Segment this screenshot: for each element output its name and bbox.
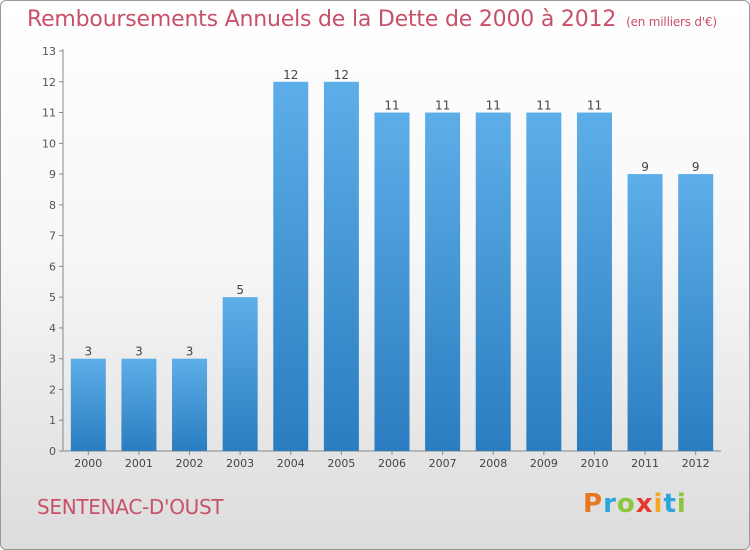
value-label-2000: 3: [84, 345, 92, 359]
proxiti-logo: Proxiti: [583, 489, 687, 519]
y-tick-label: 0: [49, 445, 56, 458]
logo-letter: o: [616, 489, 636, 519]
bars-group: 3 3 3 5 12 12 11 11 11 11 11 9 9: [70, 68, 714, 452]
y-tick-label: 5: [49, 291, 56, 304]
chart-unit: (en milliers d'€): [626, 15, 717, 29]
bar-2010: [576, 112, 612, 452]
bar-2008: [475, 112, 511, 452]
bar-2007: [425, 112, 461, 452]
value-label-2008: 11: [486, 99, 501, 113]
bar-2002: [172, 358, 208, 451]
bar-2005: [323, 81, 359, 452]
logo-letter: x: [635, 489, 654, 519]
logo-letter: r: [603, 489, 617, 519]
x-tick-label-2007: 2007: [429, 457, 457, 470]
x-tick-label-2003: 2003: [226, 457, 254, 470]
x-tick-label-2009: 2009: [530, 457, 558, 470]
value-label-2009: 11: [536, 99, 551, 113]
logo-letter: t: [663, 489, 677, 519]
bar-2011: [627, 174, 663, 452]
bar-2003: [222, 297, 258, 451]
y-tick-label: 6: [49, 260, 56, 273]
x-tick-label-2000: 2000: [74, 457, 102, 470]
y-tick-label: 13: [42, 45, 56, 58]
logo-letter: i: [676, 489, 687, 519]
y-tick-label: 9: [49, 168, 56, 181]
y-tick-label: 1: [49, 414, 56, 427]
y-tick-label: 12: [42, 76, 56, 89]
bar-2000: [70, 358, 106, 451]
bar-2009: [526, 112, 562, 452]
value-label-2012: 9: [692, 160, 700, 174]
y-tick-label: 7: [49, 230, 56, 243]
value-label-2010: 11: [587, 99, 602, 113]
y-tick-label: 8: [49, 199, 56, 212]
logo-letter: i: [653, 489, 664, 519]
value-label-2005: 12: [334, 68, 349, 82]
value-label-2001: 3: [135, 345, 143, 359]
x-tick-label-2012: 2012: [682, 457, 710, 470]
x-tick-label-2001: 2001: [125, 457, 153, 470]
value-label-2003: 5: [236, 283, 244, 297]
value-label-2006: 11: [384, 99, 399, 113]
x-tick-label-2011: 2011: [631, 457, 659, 470]
y-tick-label: 4: [49, 322, 56, 335]
x-tick-label-2008: 2008: [479, 457, 507, 470]
chart-title-text: Remboursements Annuels de la Dette de 20…: [27, 7, 617, 32]
value-label-2002: 3: [186, 345, 194, 359]
y-tick-label: 10: [42, 137, 56, 150]
bar-2006: [374, 112, 410, 452]
bar-2012: [678, 174, 714, 452]
x-tick-label-2006: 2006: [378, 457, 406, 470]
value-label-2007: 11: [435, 99, 450, 113]
x-tick-label-2010: 2010: [580, 457, 608, 470]
x-tick-label-2005: 2005: [327, 457, 355, 470]
y-tick-label: 11: [42, 107, 56, 120]
bar-2001: [121, 358, 157, 451]
x-tick-label-2002: 2002: [176, 457, 204, 470]
bar-2004: [273, 81, 309, 452]
commune-name: SENTENAC-D'OUST: [37, 495, 224, 519]
y-tick-label: 3: [49, 353, 56, 366]
x-tick-label-2004: 2004: [277, 457, 305, 470]
value-label-2011: 9: [641, 160, 649, 174]
value-label-2004: 12: [283, 68, 298, 82]
logo-letter: P: [583, 489, 604, 519]
y-tick-label: 2: [49, 383, 56, 396]
chart-title: Remboursements Annuels de la Dette de 20…: [27, 7, 717, 32]
